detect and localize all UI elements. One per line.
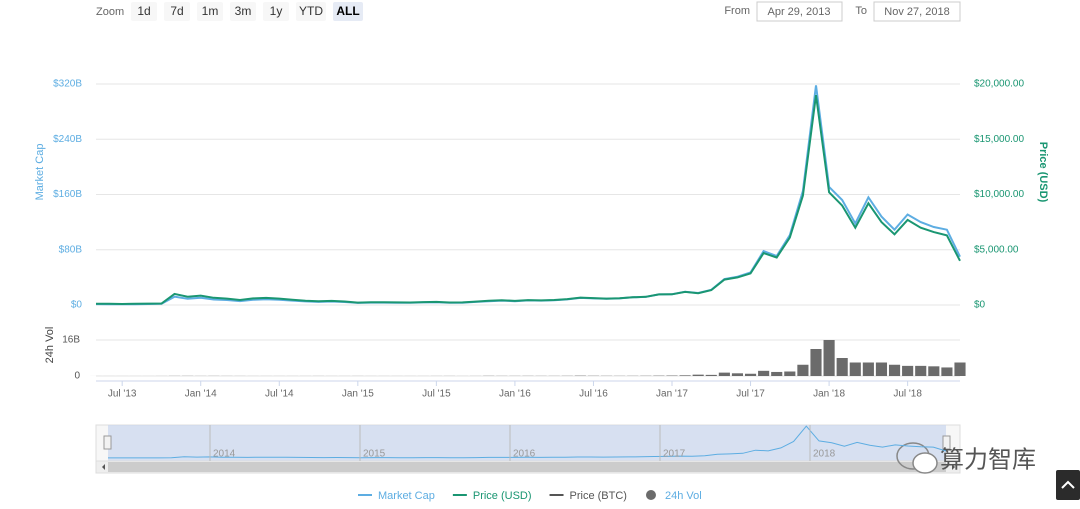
y2-tick-label: $10,000.00 — [974, 189, 1024, 200]
from-input[interactable] — [756, 1, 843, 22]
volume-bar — [954, 362, 966, 376]
scrollbar-thumb[interactable] — [108, 462, 946, 472]
zoom-button[interactable] — [164, 2, 190, 21]
series-line — [95, 94, 961, 306]
watermark-logo — [896, 442, 938, 474]
from-date[interactable]: Apr 29, 2013 — [768, 6, 831, 18]
navigator-selection[interactable] — [108, 425, 946, 461]
from-label: From — [724, 5, 750, 17]
x-tick-label: Jul '16 — [579, 389, 608, 400]
volume-bar — [810, 349, 822, 376]
legend-label[interactable]: Price (BTC) — [570, 490, 627, 502]
volume-bar — [771, 371, 783, 376]
zoom-button-label[interactable]: 7d — [170, 4, 183, 18]
scroll-top-icon — [1061, 480, 1075, 489]
zoom-button[interactable] — [333, 2, 363, 21]
navigator-line — [108, 425, 947, 459]
x-tick-label: Jul '15 — [422, 389, 451, 400]
zoom-button-label[interactable]: ALL — [336, 4, 359, 18]
navigator-label: 2017 — [663, 449, 686, 460]
navigator-handle[interactable] — [942, 435, 951, 450]
zoom-button[interactable] — [131, 2, 157, 21]
y2-tick-label: $5,000.00 — [974, 244, 1019, 255]
zoom-label: Zoom — [96, 6, 124, 18]
to-label: To — [855, 5, 867, 17]
zoom-button[interactable] — [263, 2, 289, 21]
y2-tick-label: $0 — [974, 300, 986, 311]
x-tick-label: Jul '13 — [108, 389, 137, 400]
watermark: 算力智库 — [940, 446, 1036, 473]
zoom-button-label[interactable]: 1d — [137, 4, 150, 18]
navigator-label: 2018 — [813, 449, 836, 460]
volume-bar — [888, 364, 901, 376]
legend-label[interactable]: Price (USD) — [473, 490, 532, 502]
y-tick-label: $0 — [71, 300, 83, 311]
y-tick-label: $240B — [53, 134, 82, 145]
volume-bar — [928, 366, 940, 376]
navigator-label: 2016 — [513, 449, 536, 460]
x-tick-label: Jan '14 — [185, 389, 217, 400]
y-tick-label: $80B — [59, 244, 83, 255]
to-input[interactable] — [873, 1, 961, 22]
scroll-top-button[interactable] — [1056, 470, 1080, 500]
volume-bar — [836, 358, 848, 376]
vol-tick-label: 16B — [62, 335, 80, 346]
volume-bar — [718, 372, 730, 376]
zoom-button-label[interactable]: 3m — [235, 4, 252, 18]
volume-bar — [705, 374, 717, 376]
to-date[interactable]: Nov 27, 2018 — [884, 6, 949, 18]
volume-bar — [784, 371, 796, 376]
scroll-arrow[interactable] — [102, 464, 105, 470]
vol-tick-label: 0 — [74, 371, 80, 382]
zoom-button-label[interactable]: YTD — [299, 4, 323, 18]
volume-bar — [862, 362, 874, 376]
volume-bar — [941, 367, 953, 376]
x-tick-label: Jan '18 — [813, 389, 845, 400]
x-tick-label: Jan '16 — [499, 389, 531, 400]
volume-bar — [692, 374, 704, 376]
scroll-arrow[interactable] — [952, 464, 955, 470]
volume-bar — [758, 370, 770, 376]
y2-axis-title: Price (USD) — [1037, 142, 1049, 203]
y-tick-label: $320B — [53, 79, 82, 90]
x-tick-label: Jan '15 — [342, 389, 374, 400]
volume-bar — [849, 362, 861, 376]
y-axis-title: Market Cap — [34, 144, 46, 201]
legend-label[interactable]: 24h Vol — [665, 490, 702, 502]
x-tick-label: Jul '18 — [893, 389, 922, 400]
x-tick-label: Jan '17 — [656, 389, 688, 400]
zoom-button[interactable] — [230, 2, 256, 21]
zoom-button-label[interactable]: 1m — [202, 4, 219, 18]
volume-bar — [823, 340, 835, 376]
volume-bar — [731, 373, 744, 376]
y-tick-label: $160B — [53, 189, 82, 200]
zoom-button[interactable] — [197, 2, 223, 21]
legend-symbol[interactable] — [645, 490, 656, 500]
legend-label[interactable]: Market Cap — [378, 490, 435, 502]
navigator-label: 2015 — [363, 449, 386, 460]
volume-bar — [902, 365, 914, 376]
y2-tick-label: $15,000.00 — [974, 134, 1024, 145]
y2-tick-label: $20,000.00 — [974, 79, 1024, 90]
vol-axis-title: 24h Vol — [44, 327, 56, 364]
x-tick-label: Jul '17 — [736, 389, 765, 400]
navigator-handle[interactable] — [103, 435, 112, 450]
zoom-button[interactable] — [296, 2, 326, 21]
zoom-button-label[interactable]: 1y — [270, 4, 283, 18]
navigator-label: 2014 — [213, 449, 236, 460]
volume-bar — [915, 365, 927, 376]
volume-bar — [744, 373, 757, 376]
volume-bar — [679, 375, 691, 376]
x-tick-label: Jul '14 — [265, 389, 294, 400]
volume-bar — [797, 364, 809, 376]
volume-bar — [875, 362, 888, 376]
